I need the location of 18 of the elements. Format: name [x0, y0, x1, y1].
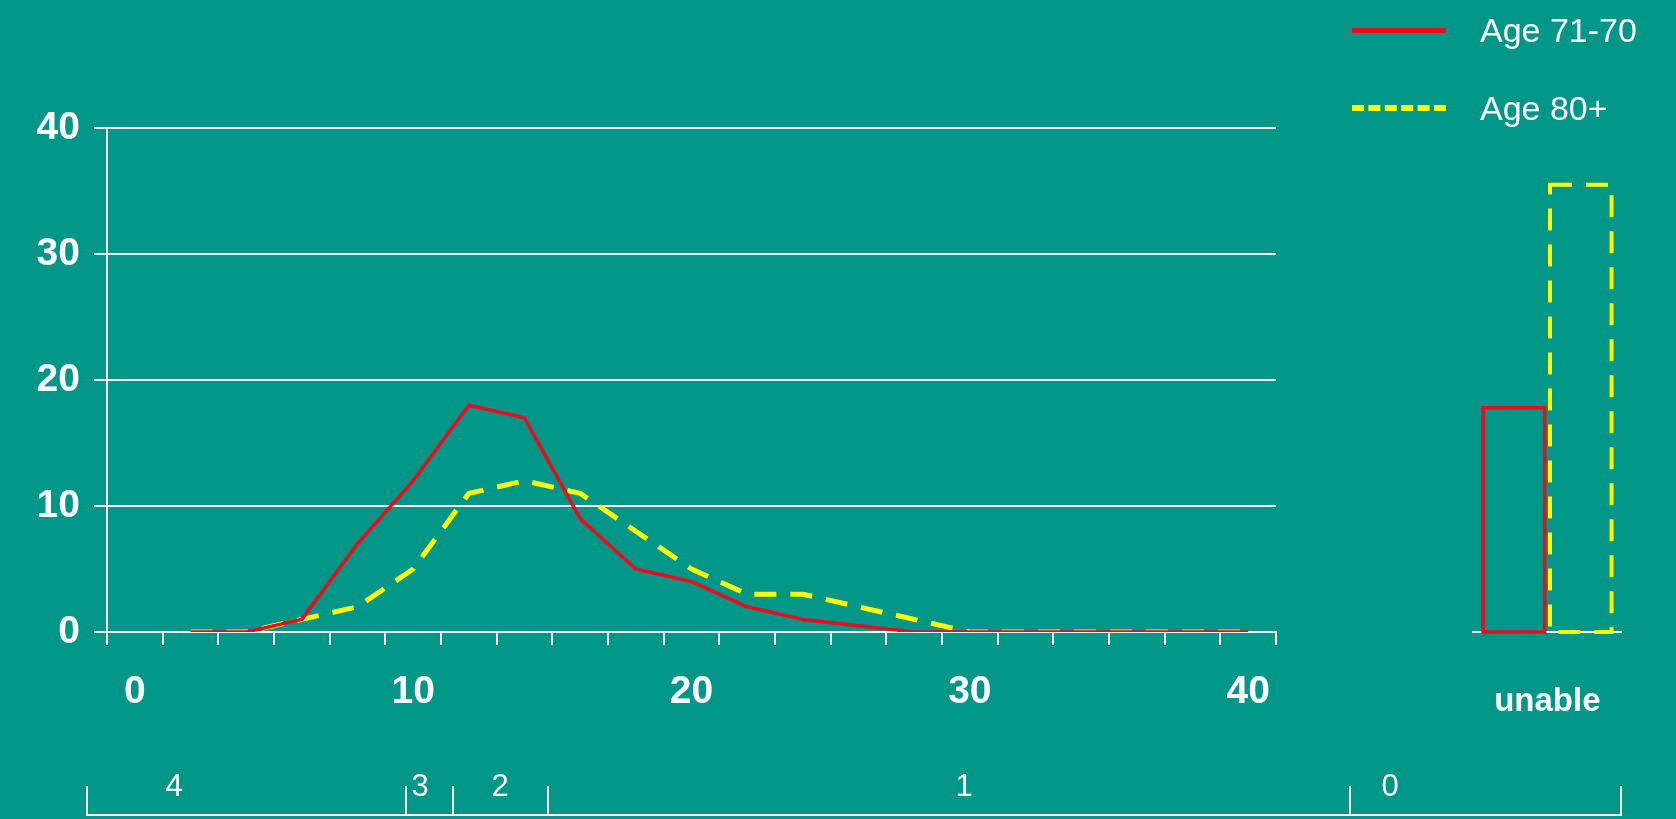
- legend-label: Age 80+: [1480, 88, 1608, 128]
- x-tick-label: unable: [1494, 680, 1601, 718]
- x-tick-label: 30: [948, 668, 992, 712]
- legend-label: Age 71-70: [1480, 10, 1637, 50]
- y-tick-label: 20: [36, 355, 80, 399]
- y-tick-label: 10: [36, 481, 80, 525]
- x-tick-label: 10: [391, 668, 435, 712]
- y-tick-label: 0: [58, 607, 80, 651]
- text: 1: [955, 768, 973, 804]
- x-tick-label: 40: [1226, 668, 1270, 712]
- y-tick-label: 30: [36, 229, 80, 273]
- text: 4: [165, 768, 183, 804]
- x-tick-label: 20: [669, 668, 714, 712]
- text: 3: [411, 768, 429, 804]
- text: 0: [1381, 768, 1399, 804]
- y-tick-label: 40: [36, 103, 80, 147]
- x-tick-label: 0: [123, 668, 146, 712]
- text: 2: [491, 768, 509, 804]
